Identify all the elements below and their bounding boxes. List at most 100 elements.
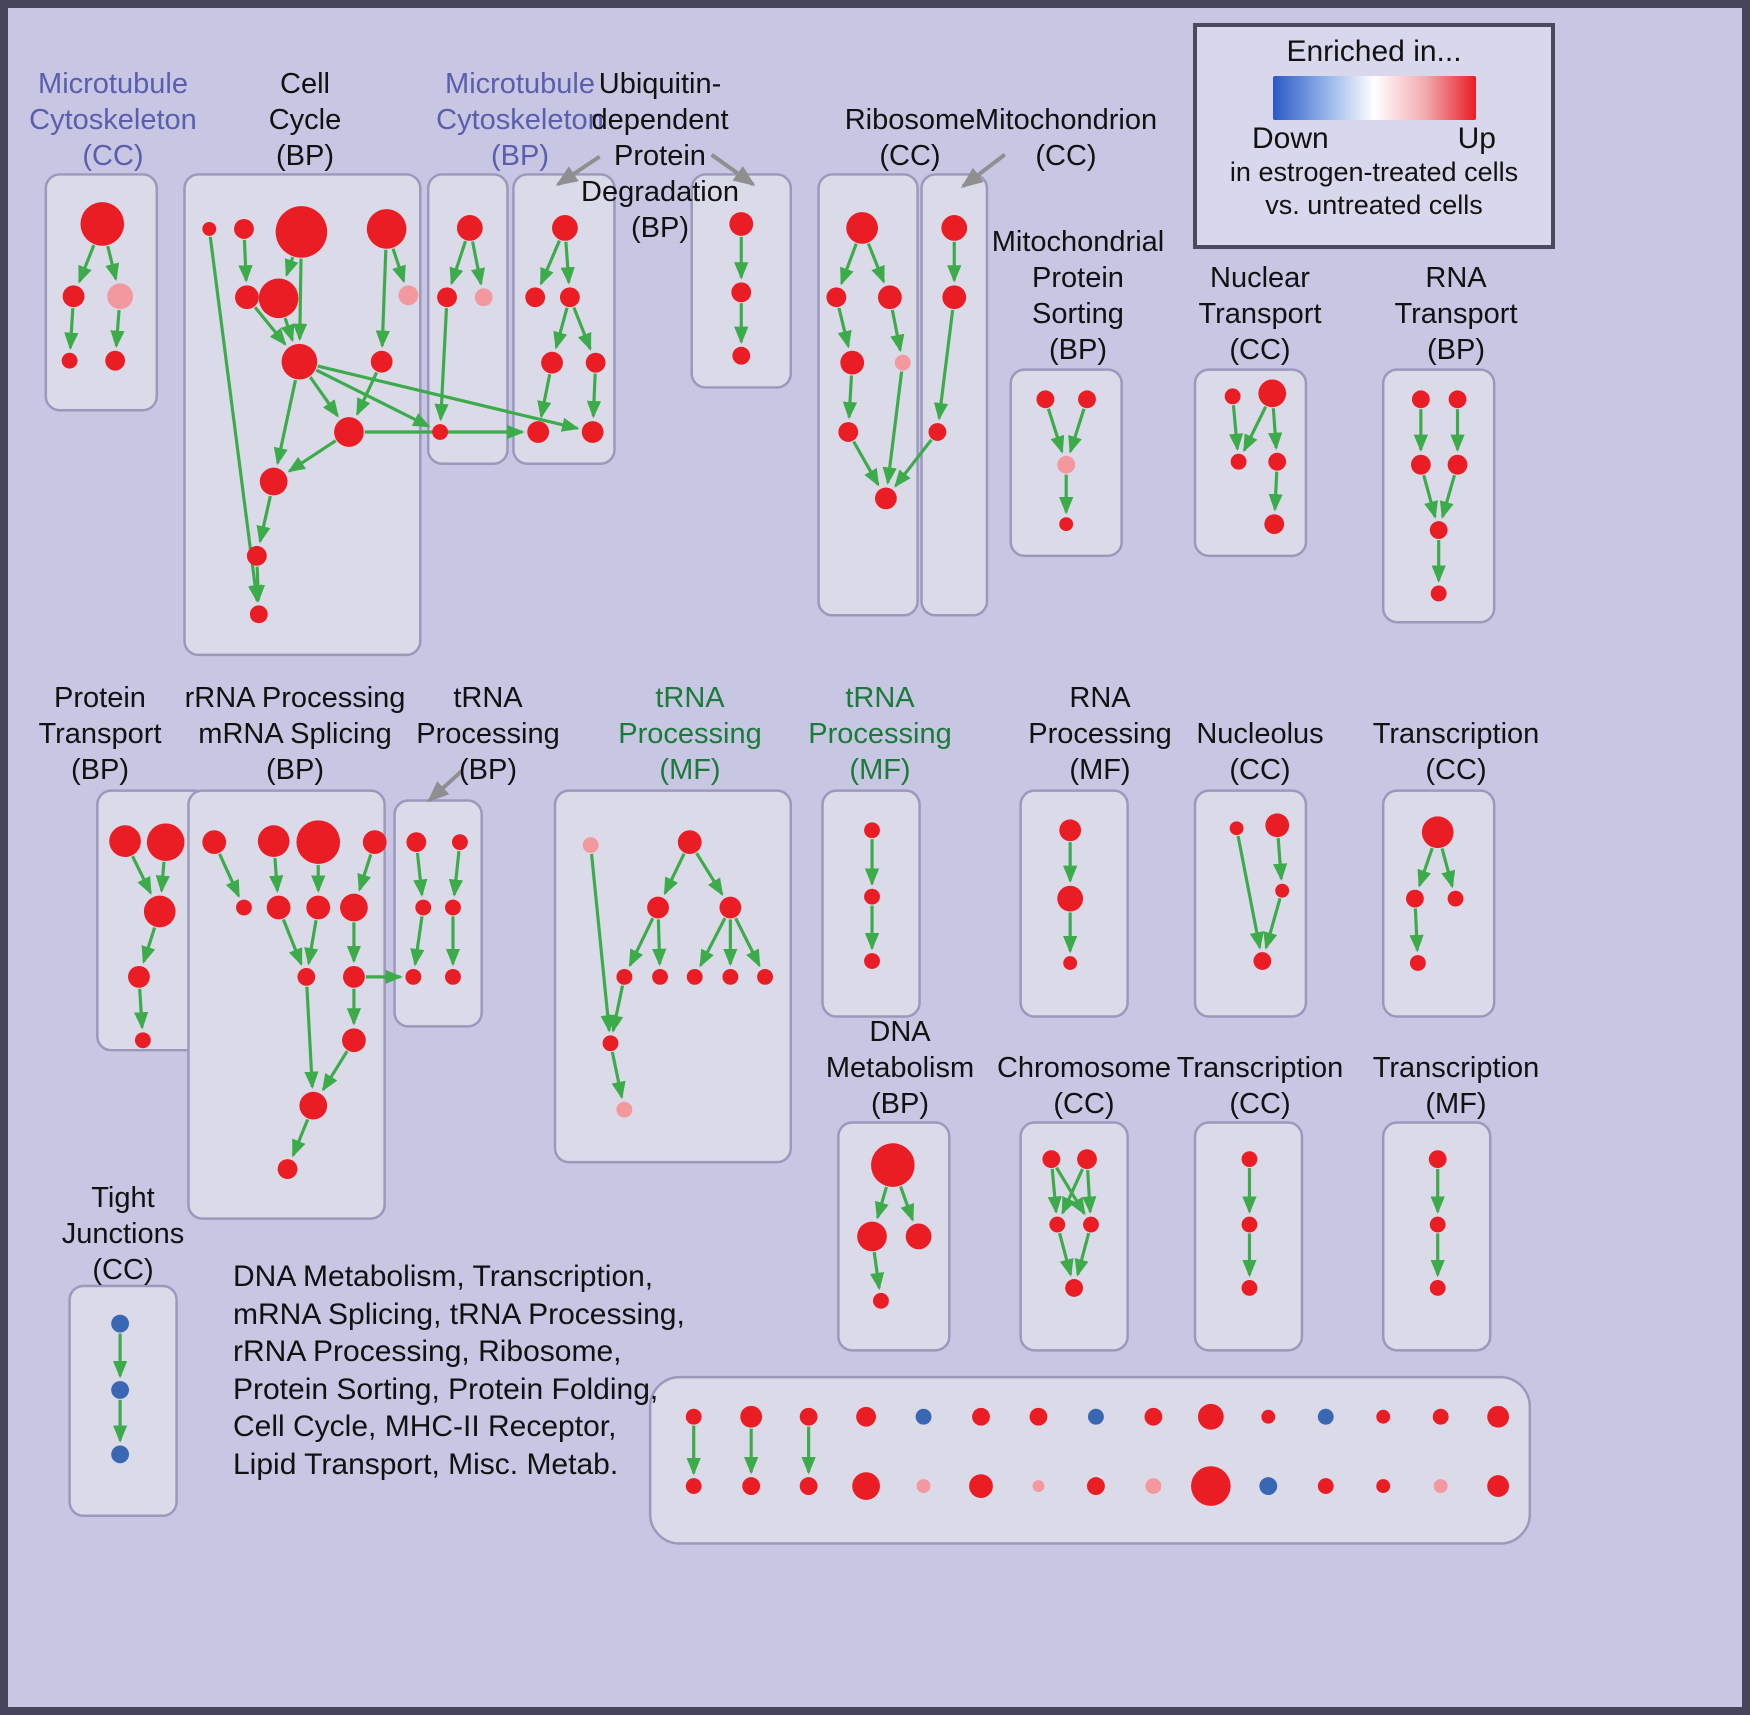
go-term-node-red <box>1429 521 1448 539</box>
go-term-node-red <box>585 352 606 373</box>
go-term-node-red <box>1241 1280 1258 1296</box>
go-term-node-red <box>527 421 550 443</box>
go-term-node-red <box>432 424 449 440</box>
go-term-node-red <box>275 206 328 258</box>
go-term-node-red <box>445 899 461 916</box>
go-term-node-pink <box>582 837 599 854</box>
go-term-node-red <box>838 422 859 442</box>
go-term-node-red <box>259 467 288 496</box>
relation-arrow <box>105 245 120 282</box>
relation-arrow <box>64 308 79 351</box>
relation-arrow <box>284 256 299 277</box>
go-term-node-pink <box>616 1101 633 1118</box>
go-term-node-red <box>1428 1150 1447 1169</box>
go-term-node-blue <box>111 1314 130 1333</box>
cluster-box-misc-cluster <box>648 1375 1532 1545</box>
go-term-node-red <box>1487 1475 1510 1497</box>
relation-arrow <box>734 917 761 968</box>
go-term-node-red <box>258 278 299 319</box>
relation-arrow <box>882 371 904 485</box>
go-term-node-red <box>875 487 897 510</box>
go-term-node-red <box>146 823 185 861</box>
relation-arrow <box>256 495 272 544</box>
go-term-node-red <box>437 287 457 308</box>
relation-arrow <box>1046 408 1065 454</box>
relation-arrow <box>586 373 602 419</box>
go-term-node-red <box>343 965 365 988</box>
go-term-node-pink <box>107 283 133 310</box>
go-term-node-red <box>1405 889 1424 908</box>
go-term-node-red <box>1487 1405 1510 1428</box>
legend-up-label: Up <box>1457 122 1496 155</box>
relation-arrow <box>652 919 667 967</box>
go-term-node-red <box>61 352 78 369</box>
go-term-node-red <box>62 285 85 308</box>
relation-arrow <box>413 852 428 897</box>
cluster-box-dna-metabolism-bp <box>837 1121 951 1352</box>
relation-arrow <box>1061 1168 1084 1215</box>
label-pointer-arrow <box>427 769 464 803</box>
go-term-node-red <box>552 215 578 241</box>
relation-arrow <box>1068 408 1086 454</box>
go-term-node-red <box>905 1223 932 1250</box>
go-term-node-red <box>281 343 318 380</box>
relation-arrow <box>1440 848 1456 889</box>
go-term-node-red <box>719 896 742 919</box>
go-term-node-red <box>969 1474 993 1498</box>
go-term-node-red <box>1241 1216 1258 1233</box>
relation-arrow <box>218 853 241 898</box>
relation-arrow <box>375 249 390 349</box>
go-term-node-red <box>299 1091 328 1120</box>
go-term-node-red <box>1261 1409 1276 1424</box>
go-term-node-red <box>451 834 468 851</box>
go-term-node-red <box>941 215 968 241</box>
relation-arrow <box>842 375 858 420</box>
go-term-node-red <box>105 350 126 371</box>
go-term-node-red <box>1268 452 1287 471</box>
go-term-node-red <box>928 423 947 441</box>
go-term-node-red <box>277 1159 298 1179</box>
go-term-node-red <box>1063 956 1078 970</box>
relation-arrow <box>1236 835 1264 950</box>
label-pointer-arrow <box>710 153 756 186</box>
relation-arrow <box>273 379 298 466</box>
relation-arrow <box>560 241 575 285</box>
go-term-node-red <box>249 605 268 624</box>
relation-arrow <box>539 240 561 286</box>
go-term-node-red <box>456 215 483 241</box>
go-term-node-blue <box>915 1408 932 1425</box>
go-term-node-red <box>202 830 227 855</box>
go-term-node-red <box>686 968 703 985</box>
go-term-node-red <box>80 202 125 246</box>
relation-arrow <box>280 317 295 343</box>
relation-arrow <box>304 986 319 1090</box>
relation-arrow <box>628 917 655 968</box>
go-term-node-red <box>799 1477 818 1495</box>
go-term-node-red <box>1191 1466 1231 1506</box>
relation-arrow <box>852 440 880 487</box>
relation-arrow <box>391 248 406 284</box>
go-term-node-red <box>1411 390 1430 409</box>
relation-arrow <box>553 307 569 350</box>
go-term-node-red <box>1049 1216 1066 1233</box>
go-term-node-red <box>740 1405 763 1428</box>
relation-arrow <box>253 306 287 346</box>
relation-arrow <box>238 239 253 283</box>
misc-clusters-annotation: DNA Metabolism, Transcription, mRNA Spli… <box>233 1260 685 1481</box>
legend-endpoints: Down Up <box>1252 122 1496 156</box>
relation-arrow <box>291 1118 310 1158</box>
go-term-node-red <box>864 953 880 969</box>
relation-arrow <box>470 241 485 286</box>
go-term-node-blue <box>1087 1408 1104 1425</box>
relation-arrow <box>410 916 425 967</box>
legend-subtitle-line2: vs. untreated cells <box>1265 190 1483 220</box>
go-term-node-red <box>972 1407 990 1426</box>
go-term-node-red <box>652 968 668 985</box>
go-term-node-red <box>1059 517 1074 532</box>
go-term-node-red <box>685 1478 702 1495</box>
go-term-node-red <box>257 825 290 858</box>
relation-arrow <box>695 852 724 896</box>
relation-arrow <box>1268 471 1283 512</box>
legend-title: Enriched in... <box>1286 35 1462 68</box>
